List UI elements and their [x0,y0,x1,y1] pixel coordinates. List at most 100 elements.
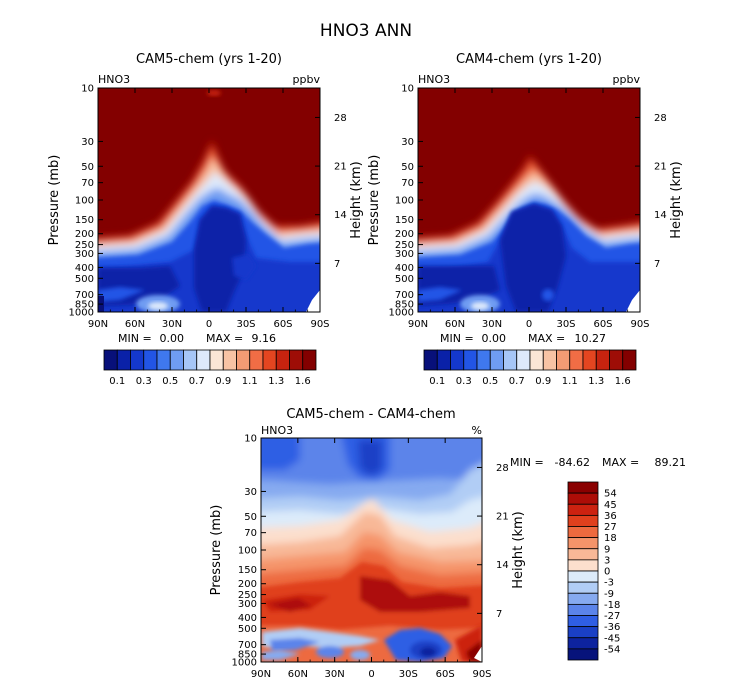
heatmap-field [261,438,482,662]
colorbar-label: 1.1 [242,376,258,387]
y-tick-label: 200 [395,229,414,240]
colorbar-swatch [116,349,131,371]
colorbar-swatch [567,603,599,616]
x-tick-label: 90S [310,319,329,330]
stats-max: 9.16 [252,332,277,345]
y-tick-label: 300 [75,249,94,260]
colorbar-swatch [567,592,599,605]
colorbar-swatch [567,637,599,650]
x-tick-label: 0 [526,319,532,330]
colorbar-swatch [567,559,599,572]
colorbar-swatch [489,349,504,371]
y-tick-label: 70 [244,528,257,539]
y-tick-label: 500 [75,274,94,285]
y-tick-label: 50 [81,162,94,173]
colorbar-swatch [567,581,599,594]
colorbar-label: 0.3 [456,376,472,387]
colorbar-swatch [567,648,599,661]
y-tick-label: 1000 [389,308,414,319]
colorbar-swatch [503,349,518,371]
y-tick-label: 100 [238,546,257,557]
colorbar-label: 1.1 [562,376,578,387]
colorbar-swatch [567,481,599,494]
colorbar-label: -3 [604,578,614,589]
panel-title: CAM5-chem (yrs 1-20) [136,52,282,67]
colorbar-label: 1.3 [588,376,604,387]
colorbar-label: 18 [604,533,617,544]
colorbar-label: 54 [604,489,617,500]
colorbar-swatch [169,349,184,371]
axes: 90N 60N 30N 0 30S 60S 90S 10 30 50 70 100 150 2002503… [389,84,667,331]
x-tick-label: 60S [593,319,612,330]
colorbar-swatch [556,349,571,371]
panel-title: CAM4-chem (yrs 1-20) [456,52,602,67]
stats-max-label: MAX = [602,456,639,469]
y-right-tick-label: 21 [654,162,667,173]
colorbar-swatch [567,492,599,505]
colorbar-swatch [595,349,610,371]
x-tick-label: 0 [206,319,212,330]
colorbar-swatch [582,349,597,371]
stats-max-label: MAX = [206,332,243,345]
colorbar-label: 0.9 [215,376,231,387]
y-right-tick-label: 14 [654,210,667,221]
heatmap-field [418,88,640,312]
y-right-tick-label: 28 [496,463,509,474]
colorbar-swatch [450,349,465,371]
y-tick-label: 70 [81,178,94,189]
x-tick-label: 30S [399,669,418,680]
y-axis-label: Pressure (mb) [367,155,382,246]
figure-title: HNO3 ANN [320,21,412,41]
y-tick-label: 150 [395,215,414,226]
colorbar-swatch [143,349,158,371]
colorbar-swatch [236,349,251,371]
y-right-tick-label: 14 [496,560,509,571]
colorbar-swatch [209,349,224,371]
x-tick-label: 90N [88,319,108,330]
colorbar-label: 36 [604,511,617,522]
y-tick-label: 400 [395,263,414,274]
x-tick-label: 90N [251,669,271,680]
colorbar-label: 0.7 [189,376,205,387]
y-right-tick-label: 21 [496,512,509,523]
colorbar-label: -54 [604,644,620,655]
colorbar-label: -9 [604,589,614,600]
y-tick-label: 500 [395,274,414,285]
colorbar-label: 3 [604,555,610,566]
heatmap-field [98,88,320,312]
y-tick-label: 250 [395,240,414,251]
colorbar-label: 0 [604,567,610,578]
y-axis-label-right: Height (km) [349,161,364,238]
y-tick-label: 400 [238,613,257,624]
colorbar-swatch [302,349,317,371]
x-tick-label: 60S [436,669,455,680]
y-tick-label: 300 [238,599,257,610]
colorbar-swatch [567,626,599,639]
colorbar-swatch [567,615,599,628]
panel-corner-right: % [472,424,482,437]
x-tick-label: 90N [408,319,428,330]
y-right-tick-label: 7 [334,259,340,270]
colorbar-label: 1.6 [295,376,311,387]
y-tick-label: 850 [238,650,257,661]
y-tick-label: 150 [75,215,94,226]
y-tick-label: 50 [244,512,257,523]
x-tick-label: 0 [368,669,374,680]
y-right-tick-label: 7 [496,609,502,620]
x-tick-label: 30S [556,319,575,330]
y-tick-label: 1000 [232,658,257,669]
x-tick-label: 60N [445,319,465,330]
y-tick-label: 200 [75,229,94,240]
axes: 90N 60N 30N 0 30S 60S 90S 10 30 50 70 100 150 2002503… [232,434,509,681]
colorbar-label: -36 [604,622,620,633]
colorbar-swatch [196,349,211,371]
y-right-tick-label: 7 [654,259,660,270]
colorbar-swatch [130,349,145,371]
y-tick-label: 10 [244,434,257,445]
y-axis-label: Pressure (mb) [47,155,62,246]
y-right-tick-label: 21 [334,162,347,173]
x-tick-label: 90S [630,319,649,330]
colorbar-swatch [529,349,544,371]
